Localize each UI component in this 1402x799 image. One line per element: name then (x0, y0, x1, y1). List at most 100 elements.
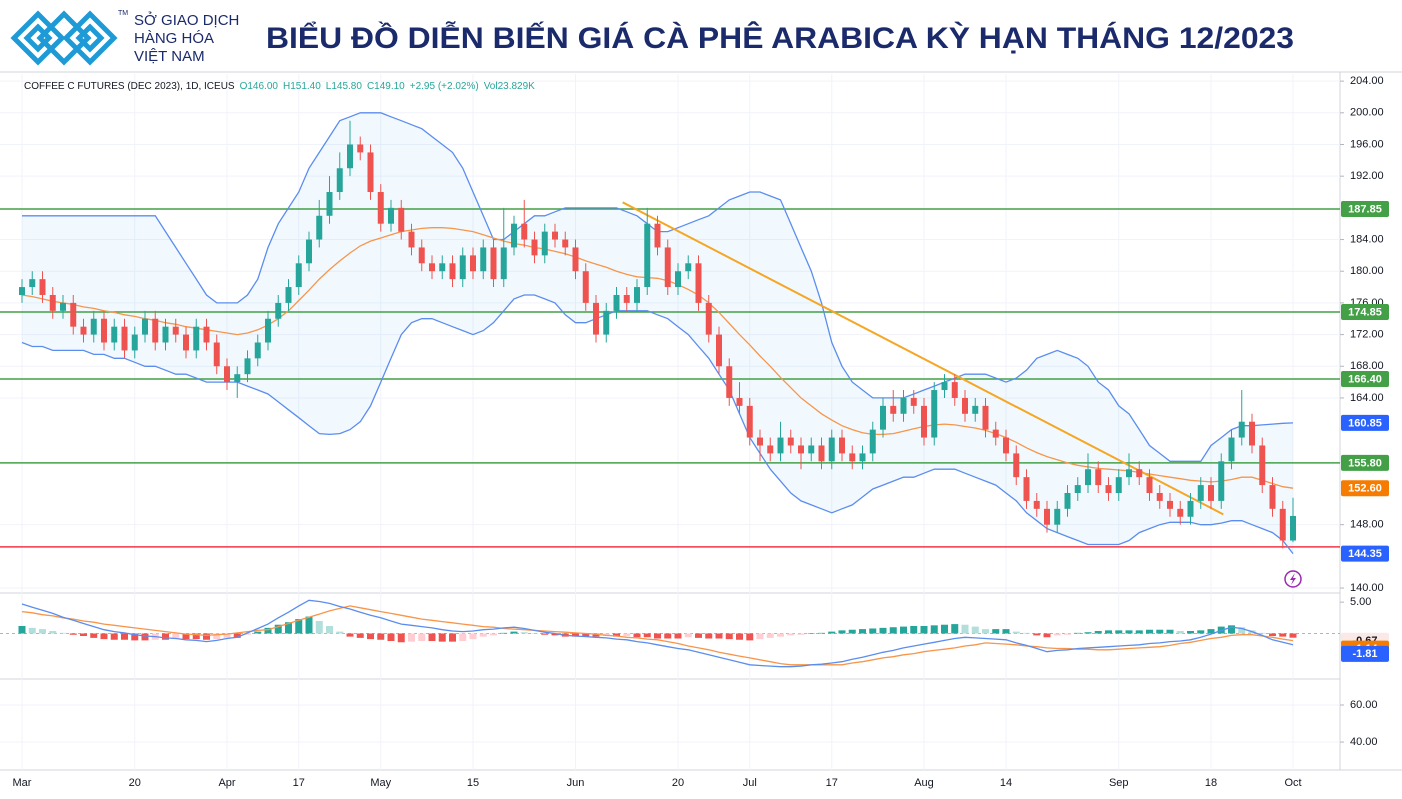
instrument-name: COFFEE C FUTURES (DEC 2023), 1D, ICEUS (24, 81, 235, 92)
candle-body (29, 279, 36, 288)
candle-body (593, 302, 599, 335)
histogram-bar (1023, 632, 1030, 634)
candle-body (1023, 477, 1030, 501)
histogram-bar (346, 633, 354, 637)
level-label: 166.40 (1348, 373, 1382, 385)
logo-line: SỞ GIAO DỊCH (134, 11, 239, 29)
histogram-bar (69, 633, 77, 635)
y-tick-label: 172.00 (1350, 328, 1384, 340)
histogram-bar (80, 633, 87, 636)
histogram-bar (1125, 630, 1133, 634)
candle-body (306, 239, 312, 264)
histogram-bar (244, 633, 251, 635)
x-tick-label: 17 (293, 777, 305, 789)
candle-body (623, 294, 630, 303)
candle-body (254, 342, 261, 359)
histogram-bar (1197, 630, 1205, 634)
histogram-bar (654, 633, 661, 639)
candle-body (777, 437, 784, 454)
histogram-bar (418, 633, 426, 642)
alert-icon[interactable] (1284, 570, 1302, 588)
histogram-bar (705, 633, 713, 639)
candle-body (1013, 453, 1020, 478)
candle-body (1095, 469, 1102, 486)
histogram-bar (633, 633, 641, 638)
histogram-bar (295, 619, 303, 634)
candle-body (552, 231, 558, 240)
y-tick-label: 180.00 (1350, 265, 1384, 277)
y-tick-label: 168.00 (1350, 360, 1384, 372)
candle-body (890, 405, 897, 414)
histogram-bar (100, 633, 108, 640)
histogram-bar (971, 626, 979, 634)
histogram-bar (1105, 630, 1112, 634)
histogram-bar (910, 625, 918, 634)
histogram-bar (715, 633, 723, 639)
x-tick-label: Mar (13, 777, 32, 789)
histogram-bar (1156, 629, 1164, 634)
histogram-bar (367, 633, 374, 640)
legend-value: H151.40 (283, 81, 321, 92)
x-tick-label: 14 (1000, 777, 1012, 789)
histogram-bar (643, 633, 651, 638)
candle-body (1085, 469, 1091, 486)
candle-body (921, 405, 927, 438)
level-label-box (1341, 454, 1389, 471)
candle-body (459, 255, 466, 280)
candle-body (1156, 492, 1163, 501)
y-tick-label: 5.00 (1350, 596, 1371, 608)
candle-body (746, 405, 753, 438)
histogram-bar (982, 629, 989, 634)
candle-body (962, 397, 968, 414)
indicator-line (21, 227, 1294, 489)
histogram-bar (684, 633, 692, 638)
candle-body (224, 366, 230, 383)
candle-body (470, 255, 476, 272)
candle-body (521, 223, 528, 240)
indicator-label: 152.60 (1348, 483, 1382, 495)
candle-body (347, 144, 353, 169)
candle-body (757, 437, 763, 446)
histogram-bar (1115, 630, 1123, 634)
histogram-bar (613, 633, 620, 637)
histogram-bar (1207, 629, 1215, 634)
level-label-box (1341, 370, 1389, 387)
candle-body (705, 302, 712, 335)
histogram-bar (1084, 632, 1092, 634)
candle-body (787, 437, 794, 446)
candle-body (582, 271, 589, 303)
candle-body (1218, 461, 1225, 501)
candle-body (244, 358, 251, 375)
candle-body (275, 302, 282, 319)
histogram-bar (121, 633, 128, 640)
y-tick-label: 204.00 (1350, 75, 1384, 87)
candle-body (644, 223, 651, 288)
histogram-bar (736, 633, 743, 640)
histogram-bar (305, 616, 313, 634)
candle-body (326, 192, 333, 216)
histogram-bar (326, 625, 333, 634)
logo-line: VIỆT NAM (134, 48, 205, 65)
logo-line: HÀNG HÓA (134, 30, 214, 47)
level-label-box (1341, 201, 1389, 218)
histogram-bar (551, 633, 559, 636)
candle-body (152, 318, 159, 343)
histogram-bar (59, 632, 67, 634)
x-tick-label: Oct (1284, 777, 1301, 789)
candle-body (511, 223, 517, 248)
candle-body (203, 326, 210, 343)
histogram-bar (172, 633, 180, 640)
candle-body (1187, 500, 1194, 517)
candle-body (1238, 421, 1245, 438)
histogram-bar (961, 624, 969, 634)
histogram-bar (1258, 632, 1266, 634)
histogram-bar (1094, 630, 1102, 634)
histogram-bar (951, 624, 959, 634)
histogram-bar (1238, 627, 1246, 634)
axes: 140.00148.00164.00168.00172.00176.00180.… (13, 75, 1389, 789)
candle-body (449, 263, 456, 280)
histogram-bar (746, 633, 754, 641)
histogram-bar (807, 633, 815, 634)
histogram-bar (848, 629, 856, 634)
histogram-bar (674, 633, 682, 639)
